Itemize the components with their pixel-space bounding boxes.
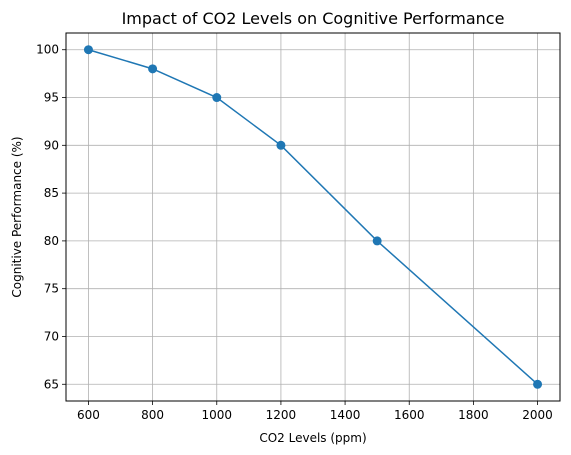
x-axis-label: CO2 Levels (ppm)	[259, 431, 366, 445]
y-tick-label: 95	[44, 91, 59, 105]
x-tick-label: 1800	[458, 408, 489, 422]
x-axis-ticks: 600 800 1000 1200 1400 1600 1800 2000	[77, 401, 553, 422]
y-tick-label: 65	[44, 377, 59, 391]
x-tick-label: 2000	[522, 408, 553, 422]
x-tick-label: 800	[141, 408, 164, 422]
chart-title: Impact of CO2 Levels on Cognitive Perfor…	[122, 9, 505, 28]
plot-frame	[65, 32, 561, 402]
y-tick-label: 75	[44, 282, 59, 296]
data-point	[83, 45, 93, 55]
y-axis-ticks: 65 70 75 80 85 90 95 100	[36, 43, 66, 391]
x-tick-label: 600	[77, 408, 100, 422]
data-point	[212, 93, 222, 103]
data-point	[533, 379, 543, 389]
data-point	[148, 64, 158, 74]
series-line	[88, 49, 539, 385]
y-tick-label: 70	[44, 329, 59, 343]
series-layer	[83, 45, 543, 389]
y-tick-label: 90	[44, 138, 59, 152]
grid-lines	[66, 33, 560, 401]
x-tick-label: 1600	[394, 408, 425, 422]
data-point	[372, 236, 382, 246]
x-tick-label: 1200	[266, 408, 297, 422]
y-tick-label: 80	[44, 234, 59, 248]
y-tick-label: 85	[44, 186, 59, 200]
y-axis-label: Cognitive Performance (%)	[10, 136, 24, 297]
y-tick-label: 100	[36, 43, 59, 57]
data-point	[276, 140, 286, 150]
x-tick-label: 1400	[330, 408, 361, 422]
x-tick-label: 1000	[201, 408, 232, 422]
